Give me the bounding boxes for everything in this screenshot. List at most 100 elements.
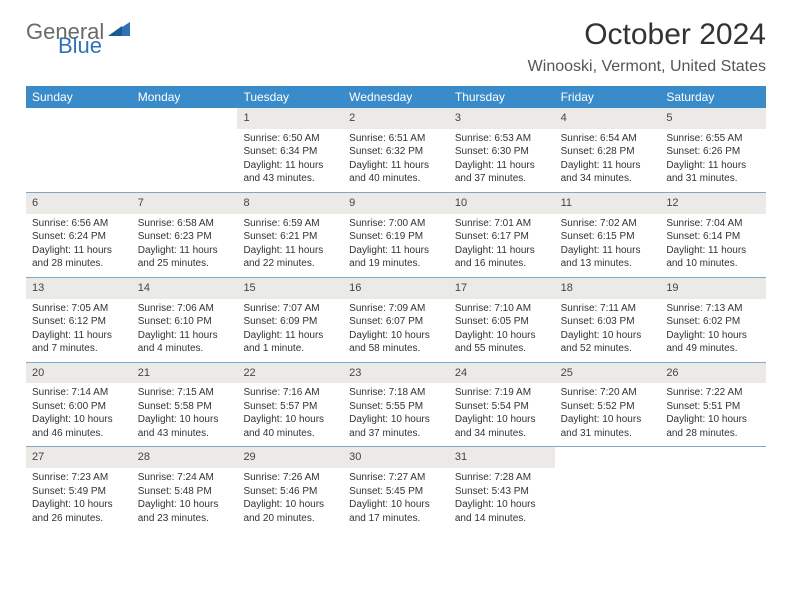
calendar-day: 11Sunrise: 7:02 AMSunset: 6:15 PMDayligh… [555,193,661,277]
day-body: Sunrise: 7:15 AMSunset: 5:58 PMDaylight:… [132,383,238,446]
sunrise-text: Sunrise: 7:16 AM [243,386,337,400]
calendar-day: 21Sunrise: 7:15 AMSunset: 5:58 PMDayligh… [132,363,238,447]
calendar-day: 19Sunrise: 7:13 AMSunset: 6:02 PMDayligh… [660,278,766,362]
sunrise-text: Sunrise: 7:15 AM [138,386,232,400]
sunset-text: Sunset: 6:02 PM [666,315,760,329]
calendar-day: . [660,447,766,531]
sunset-text: Sunset: 6:30 PM [455,145,549,159]
title-block: October 2024 Winooski, Vermont, United S… [528,18,766,76]
calendar-day: 4Sunrise: 6:54 AMSunset: 6:28 PMDaylight… [555,108,661,192]
calendar-week: 6Sunrise: 6:56 AMSunset: 6:24 PMDaylight… [26,192,766,277]
calendar: Sunday Monday Tuesday Wednesday Thursday… [26,86,766,531]
day-number: 30 [343,447,449,468]
daylight-text: Daylight: 11 hours and 7 minutes. [32,329,126,356]
day-number: 5 [660,108,766,129]
calendar-day: . [26,108,132,192]
day-number: 21 [132,363,238,384]
daylight-text: Daylight: 10 hours and 58 minutes. [349,329,443,356]
sunrise-text: Sunrise: 7:00 AM [349,217,443,231]
sunset-text: Sunset: 6:28 PM [561,145,655,159]
header: General Blue October 2024 Winooski, Verm… [26,18,766,76]
calendar-week: 20Sunrise: 7:14 AMSunset: 6:00 PMDayligh… [26,362,766,447]
daylight-text: Daylight: 10 hours and 52 minutes. [561,329,655,356]
sunset-text: Sunset: 5:55 PM [349,400,443,414]
sunset-text: Sunset: 6:12 PM [32,315,126,329]
day-body: Sunrise: 7:10 AMSunset: 6:05 PMDaylight:… [449,299,555,362]
calendar-day: 7Sunrise: 6:58 AMSunset: 6:23 PMDaylight… [132,193,238,277]
daylight-text: Daylight: 10 hours and 55 minutes. [455,329,549,356]
day-body: Sunrise: 6:56 AMSunset: 6:24 PMDaylight:… [26,214,132,277]
sunrise-text: Sunrise: 6:55 AM [666,132,760,146]
calendar-day: 12Sunrise: 7:04 AMSunset: 6:14 PMDayligh… [660,193,766,277]
calendar-day: 22Sunrise: 7:16 AMSunset: 5:57 PMDayligh… [237,363,343,447]
calendar-day: 2Sunrise: 6:51 AMSunset: 6:32 PMDaylight… [343,108,449,192]
dow-saturday: Saturday [660,86,766,108]
calendar-day: 3Sunrise: 6:53 AMSunset: 6:30 PMDaylight… [449,108,555,192]
dow-monday: Monday [132,86,238,108]
day-body: Sunrise: 7:09 AMSunset: 6:07 PMDaylight:… [343,299,449,362]
sunrise-text: Sunrise: 7:05 AM [32,302,126,316]
calendar-day: 17Sunrise: 7:10 AMSunset: 6:05 PMDayligh… [449,278,555,362]
day-body: Sunrise: 7:19 AMSunset: 5:54 PMDaylight:… [449,383,555,446]
daylight-text: Daylight: 11 hours and 40 minutes. [349,159,443,186]
calendar-day: 26Sunrise: 7:22 AMSunset: 5:51 PMDayligh… [660,363,766,447]
daylight-text: Daylight: 11 hours and 13 minutes. [561,244,655,271]
sunset-text: Sunset: 6:07 PM [349,315,443,329]
day-body: Sunrise: 7:14 AMSunset: 6:00 PMDaylight:… [26,383,132,446]
daylight-text: Daylight: 11 hours and 37 minutes. [455,159,549,186]
sunrise-text: Sunrise: 6:59 AM [243,217,337,231]
sunrise-text: Sunrise: 7:26 AM [243,471,337,485]
dow-thursday: Thursday [449,86,555,108]
daylight-text: Daylight: 10 hours and 40 minutes. [243,413,337,440]
day-body: Sunrise: 6:58 AMSunset: 6:23 PMDaylight:… [132,214,238,277]
day-number: 11 [555,193,661,214]
daylight-text: Daylight: 10 hours and 43 minutes. [138,413,232,440]
day-body: Sunrise: 7:22 AMSunset: 5:51 PMDaylight:… [660,383,766,446]
day-number: 26 [660,363,766,384]
day-number: 17 [449,278,555,299]
sunrise-text: Sunrise: 7:07 AM [243,302,337,316]
calendar-day: 6Sunrise: 6:56 AMSunset: 6:24 PMDaylight… [26,193,132,277]
sunset-text: Sunset: 6:34 PM [243,145,337,159]
day-number: 29 [237,447,343,468]
sunset-text: Sunset: 6:26 PM [666,145,760,159]
calendar-day: 14Sunrise: 7:06 AMSunset: 6:10 PMDayligh… [132,278,238,362]
sunrise-text: Sunrise: 7:24 AM [138,471,232,485]
day-body: Sunrise: 7:18 AMSunset: 5:55 PMDaylight:… [343,383,449,446]
day-number: 31 [449,447,555,468]
sunrise-text: Sunrise: 7:13 AM [666,302,760,316]
day-body: Sunrise: 7:02 AMSunset: 6:15 PMDaylight:… [555,214,661,277]
daylight-text: Daylight: 11 hours and 34 minutes. [561,159,655,186]
day-of-week-header: Sunday Monday Tuesday Wednesday Thursday… [26,86,766,108]
logo-text-blue: Blue [58,36,130,56]
day-body: Sunrise: 7:06 AMSunset: 6:10 PMDaylight:… [132,299,238,362]
calendar-day: 28Sunrise: 7:24 AMSunset: 5:48 PMDayligh… [132,447,238,531]
day-body: Sunrise: 7:24 AMSunset: 5:48 PMDaylight:… [132,468,238,531]
sunrise-text: Sunrise: 7:01 AM [455,217,549,231]
day-number: 10 [449,193,555,214]
day-number: 1 [237,108,343,129]
sunset-text: Sunset: 6:17 PM [455,230,549,244]
calendar-day: 24Sunrise: 7:19 AMSunset: 5:54 PMDayligh… [449,363,555,447]
calendar-week: 27Sunrise: 7:23 AMSunset: 5:49 PMDayligh… [26,446,766,531]
day-number: 14 [132,278,238,299]
dow-sunday: Sunday [26,86,132,108]
calendar-day: . [555,447,661,531]
daylight-text: Daylight: 10 hours and 34 minutes. [455,413,549,440]
sunrise-text: Sunrise: 7:19 AM [455,386,549,400]
day-body: Sunrise: 7:05 AMSunset: 6:12 PMDaylight:… [26,299,132,362]
sunrise-text: Sunrise: 7:18 AM [349,386,443,400]
logo-triangle-icon [108,20,130,36]
day-number: 9 [343,193,449,214]
day-body: Sunrise: 7:07 AMSunset: 6:09 PMDaylight:… [237,299,343,362]
location-subtitle: Winooski, Vermont, United States [528,58,766,76]
logo: General Blue [26,22,130,56]
page-title: October 2024 [528,18,766,52]
daylight-text: Daylight: 10 hours and 17 minutes. [349,498,443,525]
sunset-text: Sunset: 5:43 PM [455,485,549,499]
day-number: 15 [237,278,343,299]
day-body: Sunrise: 7:11 AMSunset: 6:03 PMDaylight:… [555,299,661,362]
sunset-text: Sunset: 6:00 PM [32,400,126,414]
daylight-text: Daylight: 10 hours and 49 minutes. [666,329,760,356]
dow-wednesday: Wednesday [343,86,449,108]
